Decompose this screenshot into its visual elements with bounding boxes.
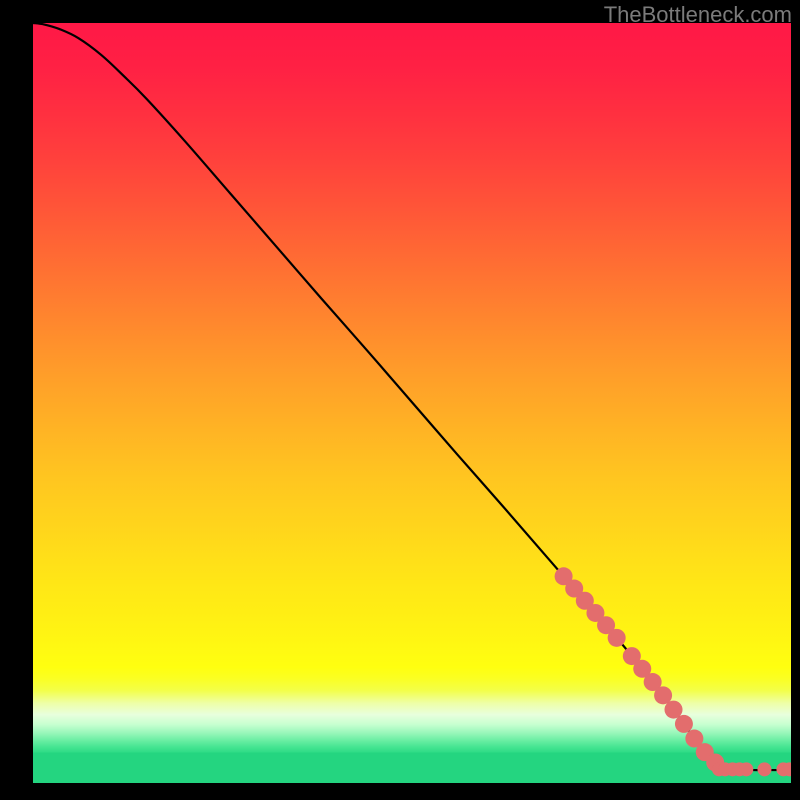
data-marker [757,762,771,776]
data-marker [665,701,683,719]
data-marker [739,762,753,776]
chart-plot-area [33,23,791,783]
data-marker [608,629,626,647]
stage: TheBottleneck.com [0,0,800,800]
watermark-text: TheBottleneck.com [604,2,792,28]
chart-svg [33,23,791,783]
data-marker [675,715,693,733]
green-band [33,753,791,783]
